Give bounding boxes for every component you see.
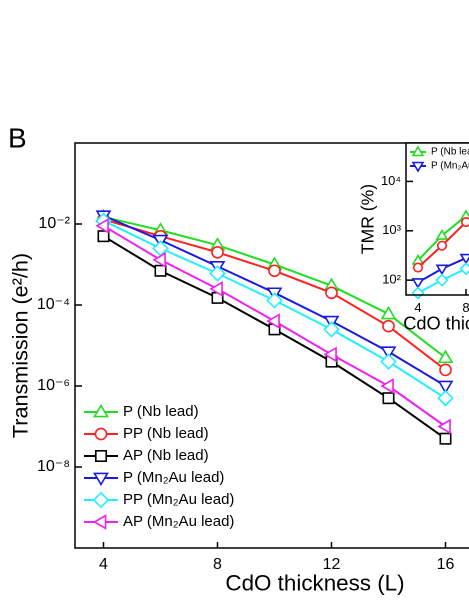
- legend-label: AP (Mn₂Au lead): [123, 513, 234, 530]
- data-point: [95, 217, 109, 234]
- data-point: [380, 305, 397, 320]
- x-tick-label: 12: [323, 556, 341, 573]
- plot-frame: [74, 142, 469, 549]
- legend-marker: [411, 161, 425, 173]
- legend-marker: [93, 403, 109, 418]
- data-point: [435, 273, 449, 287]
- data-point: [437, 349, 454, 364]
- y-tick-label: 10²: [382, 272, 401, 287]
- data-point: [152, 251, 166, 268]
- data-point: [412, 262, 424, 273]
- data-point: [211, 245, 224, 259]
- data-point: [435, 228, 449, 240]
- legend-marker: [95, 449, 108, 462]
- legend-label: P (Mn₂Au lead): [431, 161, 469, 172]
- legend-label: P (Nb lead): [431, 147, 469, 158]
- x-tick-label: 4: [99, 556, 108, 573]
- x-tick-label: 8: [213, 556, 222, 573]
- data-point: [97, 230, 110, 243]
- data-point: [437, 380, 454, 395]
- x-tick-label: 16: [437, 556, 455, 573]
- plot-0: 4 8 12 16 10⁻² 10⁻⁴ 10⁻⁶ 10⁻⁸ CdO thickness (L) T…: [8, 142, 469, 596]
- legend-marker: [94, 427, 108, 441]
- data-point: [411, 278, 425, 289]
- legend-label: AP (Nb lead): [123, 447, 209, 464]
- y-tick-label: 10⁻⁴: [37, 296, 70, 313]
- y-tick-label: 10³: [382, 222, 401, 237]
- legend-label: P (Nb lead): [123, 403, 199, 420]
- data-point: [266, 292, 283, 309]
- data-point: [460, 217, 469, 228]
- data-point: [436, 240, 448, 251]
- x-axis-label: CdO thickness (L): [225, 571, 404, 596]
- data-point: [439, 432, 452, 445]
- data-point: [266, 313, 280, 330]
- data-point: [382, 392, 395, 405]
- data-point: [437, 389, 454, 407]
- data-point: [459, 262, 469, 276]
- legend-marker: [92, 491, 110, 509]
- legend-marker: [411, 145, 425, 157]
- legend-marker: [93, 472, 109, 487]
- data-point: [439, 363, 452, 377]
- y-tick-label: 10⁴: [381, 173, 401, 188]
- y-tick-label: 10⁻²: [38, 215, 70, 232]
- data-point: [209, 280, 223, 297]
- y-tick-label: 10⁻⁶: [37, 377, 70, 394]
- data-point: [268, 264, 281, 278]
- y-axis-label: Transmission (e²/h): [8, 253, 33, 438]
- panel-label: B: [8, 122, 27, 153]
- legend-label: PP (Mn₂Au lead): [123, 491, 234, 508]
- legend-marker: [92, 514, 107, 530]
- data-point: [380, 378, 394, 394]
- data-point: [323, 346, 337, 363]
- x-axis-label: CdO thickness (L): [403, 314, 469, 334]
- data-point: [323, 321, 340, 338]
- data-point: [435, 264, 449, 276]
- y-tick-label: 10⁻⁸: [37, 458, 70, 475]
- x-tick-label: 8: [462, 300, 469, 315]
- data-point: [209, 265, 226, 282]
- data-point: [380, 353, 397, 370]
- legend-label: P (Mn₂Au lead): [123, 469, 224, 486]
- plot-frame: [405, 142, 469, 296]
- data-point: [154, 264, 167, 277]
- data-point: [325, 286, 338, 300]
- x-tick-label: 4: [414, 300, 421, 315]
- y-axis-label: TMR (%): [358, 184, 378, 254]
- data-point: [382, 319, 395, 333]
- plot-1: 4 8 10² 10³ 10⁴ CdO thickness (L) TMR (%) P (Nb…: [358, 142, 469, 334]
- legend-label: PP (Nb lead): [123, 425, 209, 442]
- data-point: [380, 346, 397, 360]
- data-point: [437, 418, 451, 435]
